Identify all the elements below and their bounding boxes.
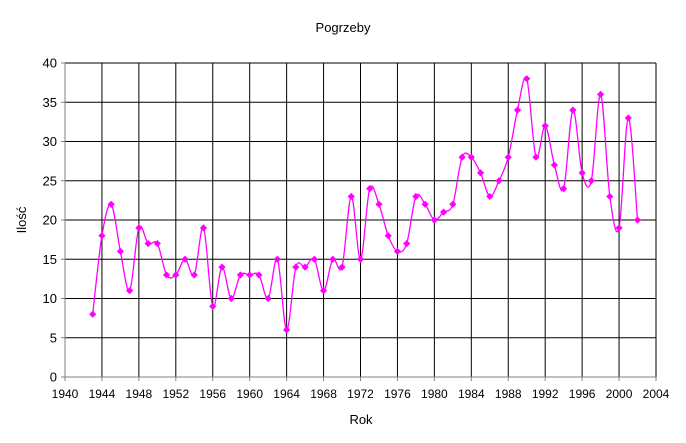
data-point [199, 224, 208, 232]
data-point [596, 90, 605, 98]
series-line [92, 76, 639, 331]
data-point [578, 169, 586, 177]
data-point [569, 106, 577, 114]
grid-lines [65, 62, 657, 377]
data-point [116, 247, 125, 255]
data-point [495, 177, 503, 185]
axes [61, 62, 657, 381]
data-point [550, 161, 559, 169]
x-tick-label: 1960 [236, 387, 263, 401]
y-tick-label: 25 [43, 173, 57, 188]
data-point [209, 302, 217, 310]
data-point [310, 255, 318, 263]
x-tick-label: 1992 [532, 387, 559, 401]
x-tick-label: 1948 [126, 387, 153, 401]
data-point [513, 106, 522, 114]
y-tick-label: 15 [43, 252, 57, 267]
data-point [430, 216, 438, 224]
x-tick-label: 1980 [421, 387, 448, 401]
data-point [615, 224, 623, 232]
data-point [532, 153, 540, 161]
y-tick-labels: 0 5 10 15 20 25 30 35 40 [43, 56, 57, 385]
data-point [440, 208, 448, 216]
data-point [412, 192, 420, 201]
x-tick-labels: 1940 1944 1948 1952 1956 1960 1964 1968 1972 1976… [52, 387, 670, 401]
data-point [587, 177, 595, 185]
x-tick-label: 1964 [273, 387, 300, 401]
x-tick-label: 1944 [89, 387, 116, 401]
data-point [403, 239, 411, 248]
x-tick-label: 1972 [347, 387, 374, 401]
data-point [319, 287, 328, 295]
x-axis-label: Rok [349, 412, 373, 427]
x-tick-label: 2004 [643, 387, 670, 401]
data-point [421, 200, 429, 208]
data-point [338, 263, 346, 271]
x-tick-label: 1968 [310, 387, 337, 401]
x-tick-label: 1956 [199, 387, 226, 401]
y-tick-label: 0 [50, 370, 57, 385]
x-tick-label: 1952 [162, 387, 189, 401]
data-point [273, 255, 281, 263]
data-point [246, 271, 254, 279]
data-point [190, 271, 198, 279]
x-tick-label: 1984 [458, 387, 485, 401]
data-point [541, 122, 549, 130]
data-point [162, 271, 171, 279]
data-point [227, 294, 235, 303]
data-point [301, 263, 309, 271]
data-point [181, 255, 189, 263]
data-point [292, 263, 300, 271]
data-point [384, 232, 392, 240]
data-point [172, 271, 180, 279]
data-point [89, 310, 97, 318]
data-point [236, 271, 245, 279]
data-point [476, 169, 485, 177]
data-point [153, 239, 161, 248]
x-tick-label: 1988 [495, 387, 522, 401]
data-point [606, 192, 614, 201]
data-point [458, 153, 466, 161]
y-tick-label: 40 [43, 56, 57, 71]
data-point [126, 287, 134, 295]
data-point [144, 239, 152, 248]
data-point [347, 192, 355, 201]
y-tick-label: 5 [50, 330, 57, 345]
data-point [467, 153, 475, 161]
data-point [98, 232, 106, 240]
data-point [356, 255, 365, 263]
data-point [486, 192, 494, 201]
data-point [633, 216, 642, 224]
y-axis-label: Ilość [14, 206, 29, 233]
x-tick-label: 2000 [606, 387, 633, 401]
x-tick-label: 1940 [52, 387, 79, 401]
data-point [560, 185, 568, 193]
y-tick-label: 30 [43, 134, 57, 149]
data-point [329, 255, 337, 263]
data-point [135, 224, 143, 232]
data-point [283, 326, 291, 334]
data-point [107, 200, 115, 208]
y-tick-label: 20 [43, 213, 57, 228]
x-tick-label: 1976 [384, 387, 411, 401]
data-points [89, 75, 642, 334]
x-tick-label: 1996 [569, 387, 596, 401]
y-tick-label: 35 [43, 95, 57, 110]
data-point [393, 247, 402, 255]
data-point [375, 200, 383, 208]
data-point [264, 294, 272, 303]
data-point [366, 185, 374, 193]
data-point [523, 75, 531, 83]
data-point [218, 263, 226, 271]
chart-title: Pogrzeby [316, 20, 371, 35]
data-point [255, 271, 263, 279]
y-tick-label: 10 [43, 291, 57, 306]
data-point [449, 200, 457, 208]
data-point [504, 153, 512, 161]
data-point [624, 114, 632, 122]
